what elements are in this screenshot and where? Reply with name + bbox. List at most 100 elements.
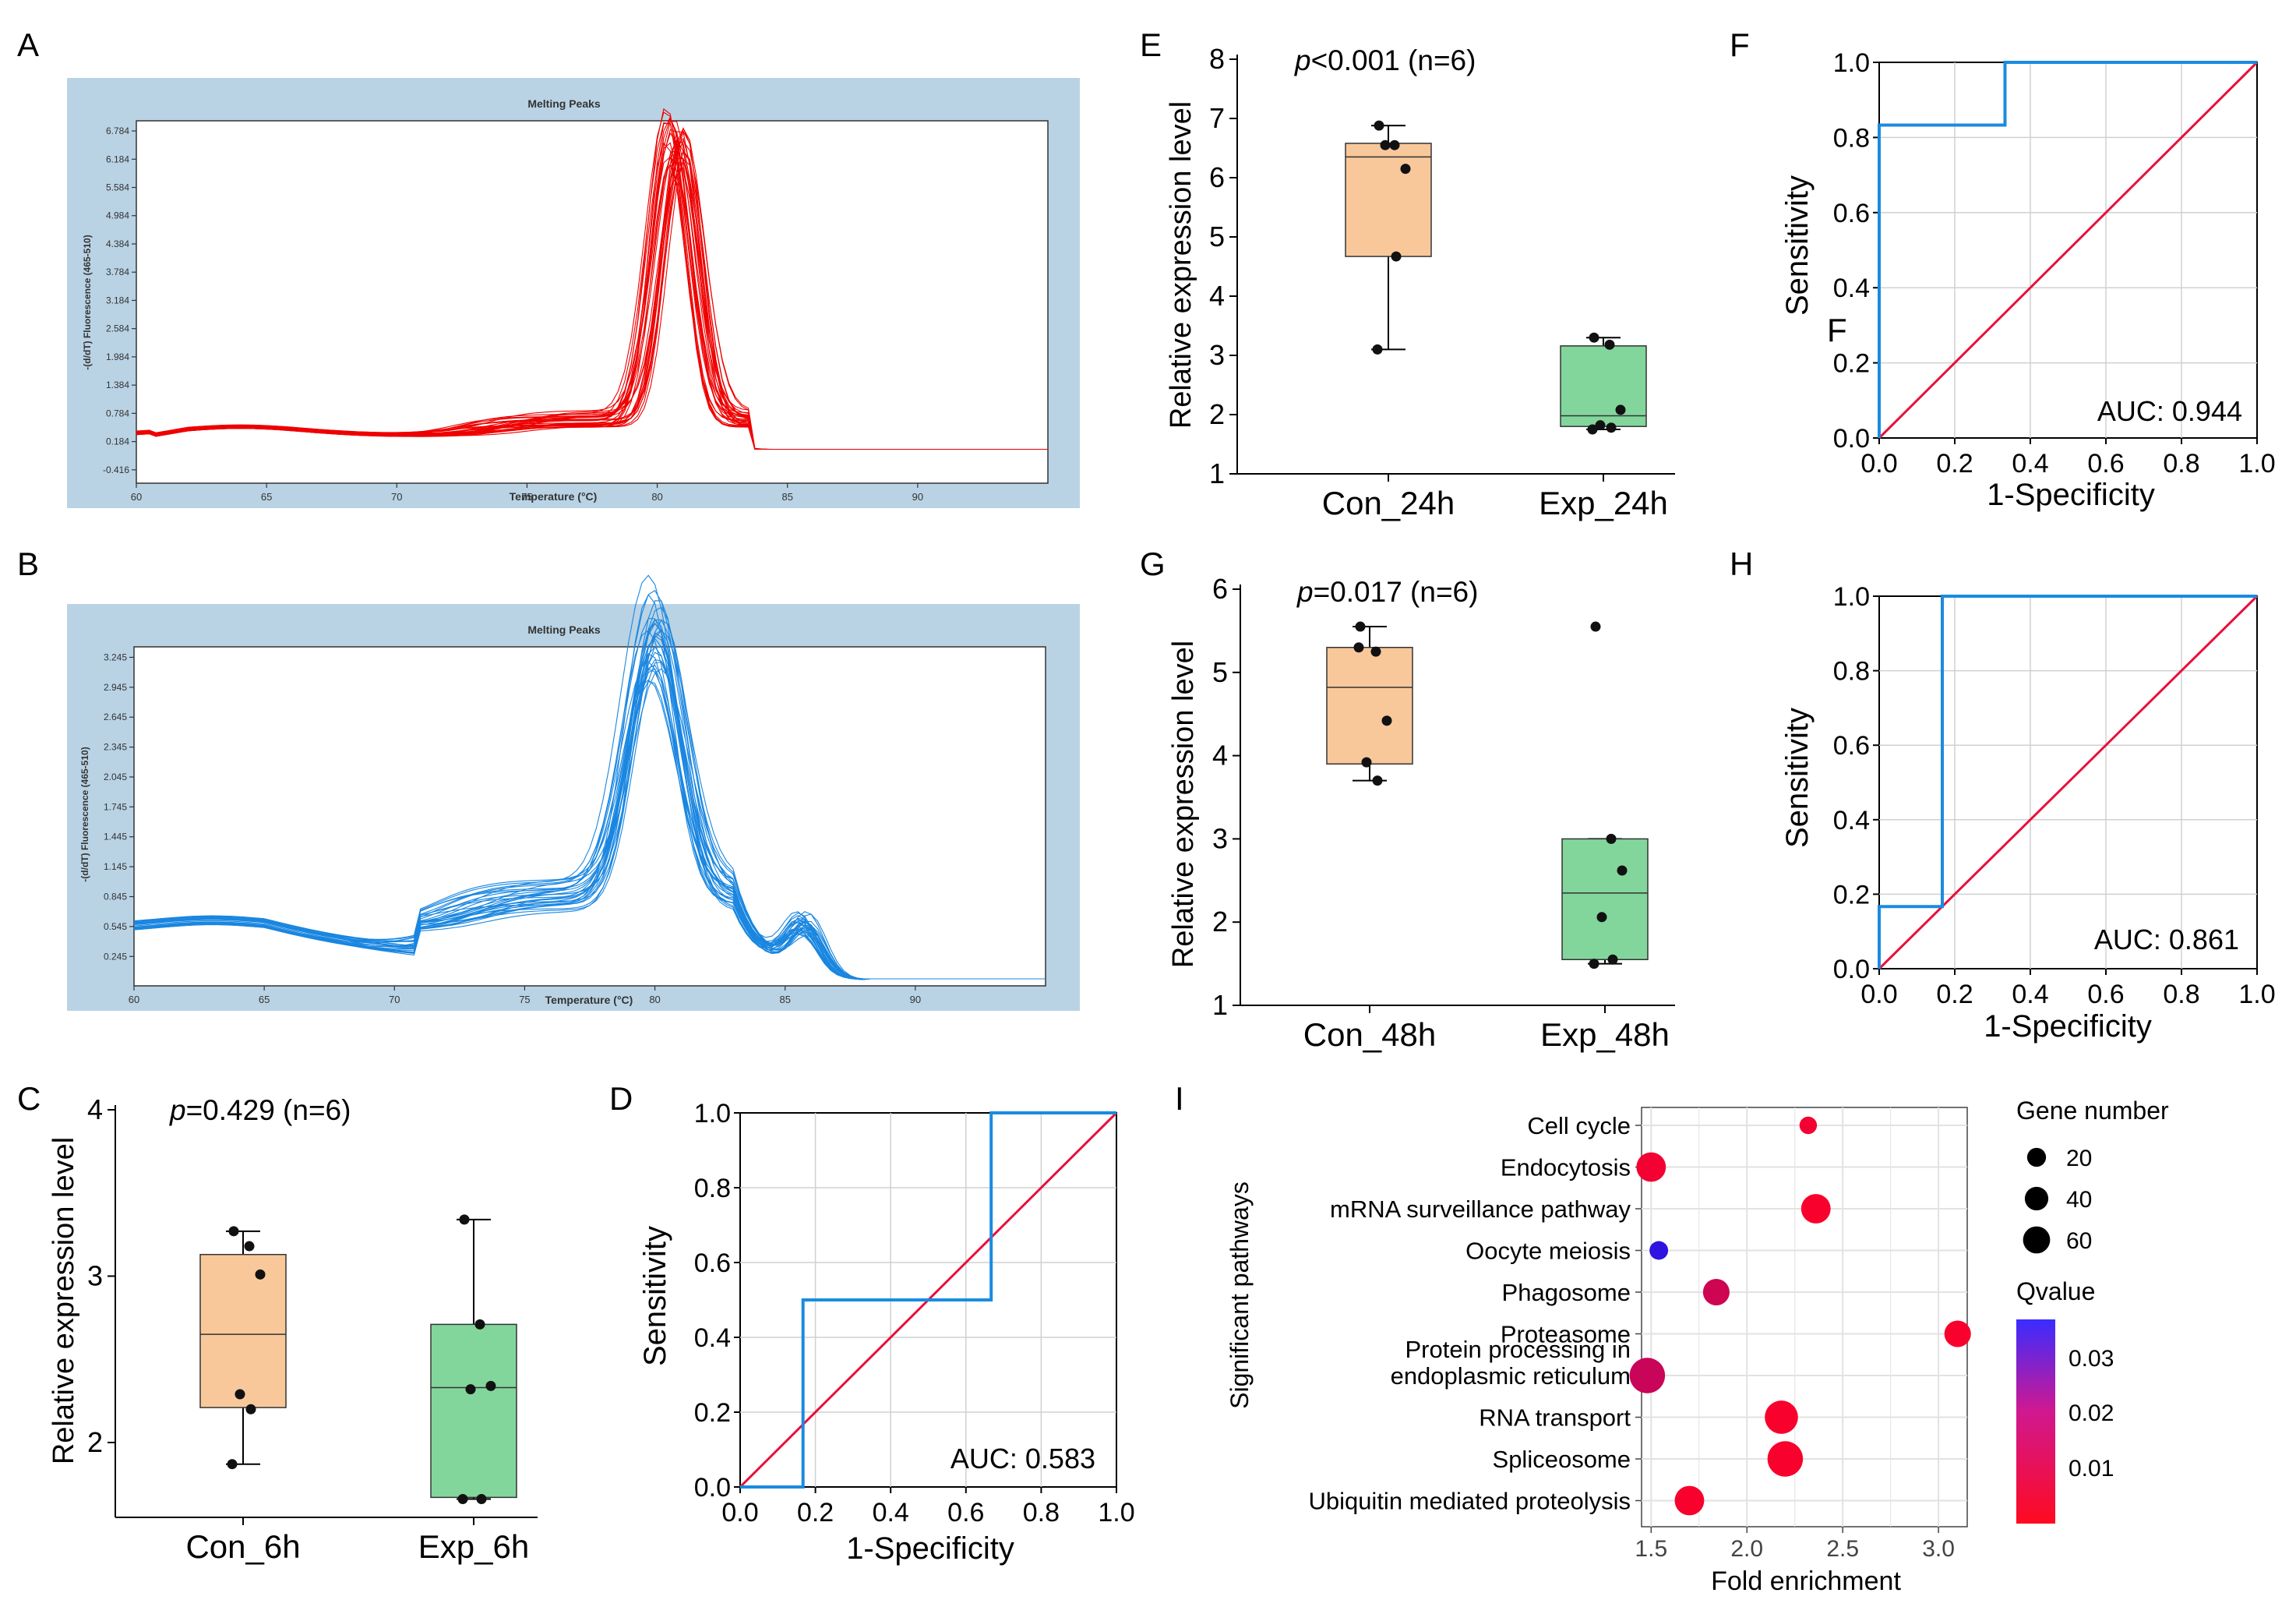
panel-i: I Significant pathways Fold enrichment C… [1175,1080,2169,1596]
panel-h-ylabel: Sensitivity [1780,708,1815,848]
pathway-bubble [1800,1194,1831,1224]
panel-a-xlabel: Temperature (°C) [510,490,598,503]
panel-c-ylabel: Relative expression level [48,1137,80,1464]
panel-d-xtick-label: 1.0 [1098,1498,1134,1527]
panel-f-ytick-label: 0.2 [1833,349,1870,379]
panel-d-auc: AUC: 0.583 [950,1443,1095,1474]
legend-colorbar [2016,1319,2055,1524]
panel-b-ytick-label: 1.145 [104,861,127,872]
panel-h-auc: AUC: 0.861 [2094,924,2239,955]
pathway-bubble [1765,1400,1798,1434]
pathway-label: Cell cycle [1527,1112,1631,1139]
panel-e-data-point [1589,332,1599,343]
panel-g-data-point [1596,912,1607,923]
panel-c-data-point [228,1226,239,1237]
panel-f-xtick-label: 1.0 [2238,449,2275,479]
panel-d-xtick-label: 0.0 [721,1498,758,1527]
panel-e-ytick-label: 4 [1209,280,1225,312]
panel-f-xtick-label: 0.8 [2163,449,2199,479]
pathway-bubble [1799,1116,1818,1135]
panel-g-data-point [1372,775,1383,786]
legend-size-label: 60 [2066,1228,2092,1254]
panel-c-pvalue: p=0.429 (n=6) [169,1094,351,1126]
panel-f-plot: 0.00.0 0.2 0.2 0.4 0.4 0.6 0.6 0.8 0.8 1.0 1.0 [1833,48,2276,479]
pathway-label: Ubiquitin mediated proteolysis [1308,1488,1631,1515]
panel-b-yticks: 3.245 2.945 2.645 2.345 2.045 1.745 1.445 1.145… [104,652,134,962]
panel-a-ytick-label: 6.184 [106,154,129,164]
legend-color-label: 0.03 [2069,1346,2114,1372]
panel-c-ytick-label: 3 [87,1259,103,1291]
legend-size-label: 40 [2066,1187,2092,1213]
panel-a-melt-curve [136,115,1048,450]
pathway-label: Protein processing in [1405,1336,1631,1363]
legend-color-title: Qvalue [2016,1277,2095,1305]
panel-e-ytick-label: 6 [1209,161,1225,193]
pathway-bubble [1944,1320,1971,1347]
panel-letter-g: G [1140,546,1166,582]
panel-i-plot: Cell cycle Endocytosis mRNA surveillance p… [1308,1107,1971,1562]
panel-h-xlabel: 1-Specificity [1984,1009,2152,1044]
panel-c-category-label: Con_6h [185,1528,300,1565]
panel-f-reference-diagonal [1878,61,2259,440]
panel-c-data-point [244,1241,255,1252]
panel-i-xlabel: Fold enrichment [1711,1566,1901,1596]
panel-g-category-label: Exp_48h [1540,1016,1670,1053]
pathway-bubble [1629,1358,1666,1393]
panel-c-data-point [476,1494,487,1505]
panel-a-ytick-label: 4.384 [106,238,129,249]
panel-f-xtick-label: 0.0 [1860,449,1897,479]
panel-h-xtick-label: 0.0 [1860,980,1897,1009]
panel-f-roc-curve [1878,61,2257,438]
panel-d-xtick-label: 0.6 [947,1498,984,1527]
panel-letter-h: H [1730,546,1753,582]
panel-e-pvalue: p<0.001 (n=6) [1294,44,1476,76]
panel-a-xtick-label: 70 [391,491,402,503]
panel-a-xtick-label: 75 [521,491,532,503]
panel-c-data-point [485,1380,496,1391]
panel-a-ytick-label: 3.184 [106,295,129,305]
panel-e-box [1345,143,1432,257]
panel-g-data-point [1361,757,1372,768]
panel-g-box [1326,647,1413,765]
panel-g-data-point [1589,959,1599,969]
panel-h-xtick-label: 1.0 [2238,980,2275,1009]
panel-d-ytick-label: 0.4 [694,1323,731,1353]
panel-b-xtick-label: 85 [779,994,790,1005]
panel-g-data-point [1607,954,1618,965]
panel-a-xtick-label: 60 [131,491,142,503]
panel-c-data-point [465,1384,476,1395]
panel-h: H Sensitivity 1-Specificity 0.00.0 0.2 0.2… [1730,546,2276,1044]
panel-e-ytick-label: 1 [1209,457,1225,489]
pathway-label: Endocytosis [1501,1154,1631,1181]
panel-g-ylabel: Relative expression level [1167,641,1200,968]
panel-g-data-point [1370,646,1381,657]
pathway-bubble [1702,1278,1730,1306]
panel-h-ytick-label: 0.4 [1833,806,1870,835]
panel-letter-c: C [17,1080,41,1117]
panel-i-plot-frame [1641,1107,1968,1527]
pathway-bubble [1674,1485,1705,1516]
panel-b-ytick-label: 2.645 [104,712,127,722]
panel-g-ytick-label: 5 [1212,656,1228,688]
panel-b-ytick-label: 1.745 [104,801,127,812]
panel-letter-i: I [1175,1080,1184,1117]
panel-b-xtick-label: 65 [259,994,270,1005]
panel-f-ylabel: Sensitivity [1780,175,1815,316]
panel-c-box [430,1323,517,1499]
panel-letter-b: B [17,546,39,582]
panel-e-data-point [1400,164,1411,175]
panel-e-ytick-label: 8 [1209,43,1225,75]
panel-a-melt-curve [136,148,1048,450]
panel-a-curves [136,108,1048,450]
panel-g-data-point [1353,642,1364,653]
panel-e-pvalue-rest: <0.001 (n=6) [1311,44,1476,76]
panel-a-xtick-label: 65 [261,491,272,503]
panel-i-legend: 20 40 60 0.03 0.02 0.01 [2016,1146,2114,1524]
panel-g-ytick-label: 1 [1212,989,1228,1021]
panel-e-data-point [1380,140,1391,150]
panel-letter-d: D [609,1080,633,1117]
panel-c-category-label: Exp_6h [418,1528,529,1565]
panel-g-pvalue-p: p [1296,576,1314,608]
panel-g-data-point [1355,621,1366,632]
